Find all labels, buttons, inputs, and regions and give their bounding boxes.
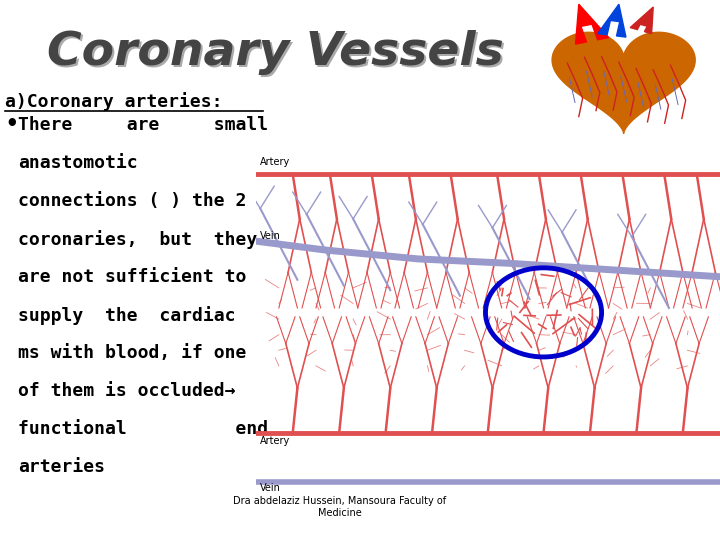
Text: a)Coronary arteries:: a)Coronary arteries:: [5, 92, 222, 111]
Text: anastomotic: anastomotic: [18, 154, 138, 172]
Text: •: •: [5, 114, 17, 134]
Text: coronaries,  but  they: coronaries, but they: [18, 230, 257, 249]
Text: of them is occluded→: of them is occluded→: [18, 382, 235, 400]
FancyArrow shape: [575, 4, 608, 44]
Text: There     are     small: There are small: [18, 116, 268, 134]
Text: Dra abdelaziz Hussein, Mansoura Faculty of
Medicine: Dra abdelaziz Hussein, Mansoura Faculty …: [233, 496, 446, 518]
FancyArrow shape: [630, 7, 653, 33]
Text: are not sufficient to: are not sufficient to: [18, 268, 246, 286]
Text: Heart: Heart: [685, 124, 705, 130]
Polygon shape: [552, 32, 696, 133]
Text: connections ( ) the 2: connections ( ) the 2: [18, 192, 246, 210]
Text: Coronary Vessels: Coronary Vessels: [47, 30, 503, 75]
Text: Vein: Vein: [260, 483, 281, 494]
Text: ms with blood, if one: ms with blood, if one: [18, 344, 246, 362]
Text: Vein: Vein: [260, 231, 281, 241]
Text: Coronary Vessels: Coronary Vessels: [49, 32, 505, 77]
Text: arteries: arteries: [18, 458, 105, 476]
Text: supply  the  cardiac: supply the cardiac: [18, 306, 235, 325]
Text: Artery: Artery: [260, 436, 290, 446]
Text: Artery: Artery: [260, 157, 290, 167]
Text: functional          end: functional end: [18, 420, 268, 438]
FancyArrow shape: [598, 4, 626, 37]
